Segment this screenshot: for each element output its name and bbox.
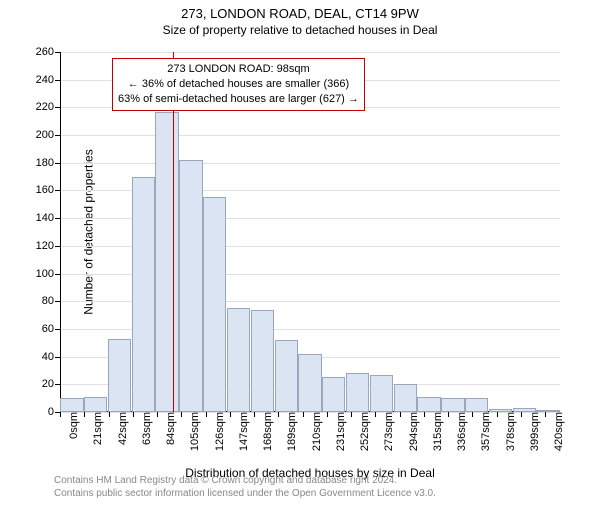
ytick-label: 120 bbox=[36, 240, 60, 252]
chart-title-sub: Size of property relative to detached ho… bbox=[0, 23, 600, 37]
chart-title-main: 273, LONDON ROAD, DEAL, CT14 9PW bbox=[0, 6, 600, 21]
xtick-label: 105sqm bbox=[185, 412, 201, 451]
ytick-label: 80 bbox=[42, 295, 60, 307]
xtick-label: 126sqm bbox=[210, 412, 226, 451]
histogram-bar bbox=[227, 308, 250, 412]
ytick-label: 200 bbox=[36, 129, 60, 141]
y-axis bbox=[60, 52, 61, 412]
xtick-label: 147sqm bbox=[234, 412, 250, 451]
annotation-line-1: 273 LONDON ROAD: 98sqm bbox=[118, 62, 359, 77]
ytick-label: 140 bbox=[36, 212, 60, 224]
histogram-bar bbox=[203, 197, 226, 412]
plot-area: Number of detached properties Distributi… bbox=[60, 52, 560, 412]
gridline bbox=[60, 52, 560, 53]
xtick-mark bbox=[303, 412, 304, 417]
histogram-bar bbox=[370, 375, 393, 412]
histogram-bar bbox=[155, 112, 178, 412]
xtick-label: 21sqm bbox=[88, 412, 104, 445]
histogram-bar bbox=[346, 373, 369, 412]
xtick-mark bbox=[206, 412, 207, 417]
xtick-mark bbox=[181, 412, 182, 417]
footer-line-1: Contains HM Land Registry data © Crown c… bbox=[54, 474, 436, 487]
xtick-label: 189sqm bbox=[282, 412, 298, 451]
xtick-mark bbox=[327, 412, 328, 417]
xtick-label: 420sqm bbox=[549, 412, 565, 451]
histogram-bar bbox=[179, 160, 202, 412]
footer-attribution: Contains HM Land Registry data © Crown c… bbox=[54, 474, 436, 500]
xtick-mark bbox=[424, 412, 425, 417]
xtick-mark bbox=[375, 412, 376, 417]
xtick-mark bbox=[472, 412, 473, 417]
histogram-bar bbox=[60, 398, 83, 412]
xtick-mark bbox=[497, 412, 498, 417]
ytick-label: 0 bbox=[48, 406, 60, 418]
ytick-label: 240 bbox=[36, 74, 60, 86]
xtick-mark bbox=[109, 412, 110, 417]
xtick-mark bbox=[448, 412, 449, 417]
xtick-mark bbox=[521, 412, 522, 417]
histogram-bar bbox=[441, 398, 464, 412]
xtick-label: 252sqm bbox=[355, 412, 371, 451]
xtick-mark bbox=[60, 412, 61, 417]
gridline bbox=[60, 163, 560, 164]
ytick-label: 220 bbox=[36, 101, 60, 113]
xtick-mark bbox=[133, 412, 134, 417]
annotation-line-3: 63% of semi-detached houses are larger (… bbox=[118, 92, 359, 107]
xtick-label: 231sqm bbox=[331, 412, 347, 451]
xtick-mark bbox=[84, 412, 85, 417]
xtick-mark bbox=[230, 412, 231, 417]
footer-line-2: Contains public sector information licen… bbox=[54, 487, 436, 500]
xtick-label: 42sqm bbox=[113, 412, 129, 445]
xtick-label: 315sqm bbox=[428, 412, 444, 451]
histogram-bar bbox=[108, 339, 131, 412]
y-axis-label: Number of detached properties bbox=[82, 149, 96, 314]
xtick-mark bbox=[254, 412, 255, 417]
xtick-label: 399sqm bbox=[525, 412, 541, 451]
gridline bbox=[60, 135, 560, 136]
xtick-mark bbox=[400, 412, 401, 417]
histogram-bar bbox=[132, 177, 155, 412]
histogram-bar bbox=[275, 340, 298, 412]
xtick-label: 378sqm bbox=[501, 412, 517, 451]
ytick-label: 20 bbox=[42, 378, 60, 390]
xtick-label: 84sqm bbox=[161, 412, 177, 445]
ytick-label: 260 bbox=[36, 46, 60, 58]
xtick-label: 168sqm bbox=[258, 412, 274, 451]
xtick-label: 357sqm bbox=[476, 412, 492, 451]
xtick-label: 210sqm bbox=[307, 412, 323, 451]
annotation-box: 273 LONDON ROAD: 98sqm← 36% of detached … bbox=[112, 58, 365, 111]
xtick-mark bbox=[278, 412, 279, 417]
xtick-label: 63sqm bbox=[137, 412, 153, 445]
xtick-label: 0sqm bbox=[64, 412, 80, 439]
xtick-mark bbox=[351, 412, 352, 417]
histogram-bar bbox=[322, 377, 345, 412]
histogram-bar bbox=[298, 354, 321, 412]
ytick-label: 160 bbox=[36, 184, 60, 196]
histogram-bar bbox=[417, 397, 440, 412]
xtick-mark bbox=[545, 412, 546, 417]
histogram-bar bbox=[84, 397, 107, 412]
histogram-bar bbox=[465, 398, 488, 412]
xtick-label: 294sqm bbox=[404, 412, 420, 451]
histogram-bar bbox=[394, 384, 417, 412]
xtick-mark bbox=[157, 412, 158, 417]
ytick-label: 40 bbox=[42, 351, 60, 363]
ytick-label: 180 bbox=[36, 157, 60, 169]
xtick-label: 273sqm bbox=[379, 412, 395, 451]
ytick-label: 100 bbox=[36, 268, 60, 280]
ytick-label: 60 bbox=[42, 323, 60, 335]
histogram-bar bbox=[251, 310, 274, 412]
xtick-label: 336sqm bbox=[452, 412, 468, 451]
annotation-line-2: ← 36% of detached houses are smaller (36… bbox=[118, 77, 359, 92]
